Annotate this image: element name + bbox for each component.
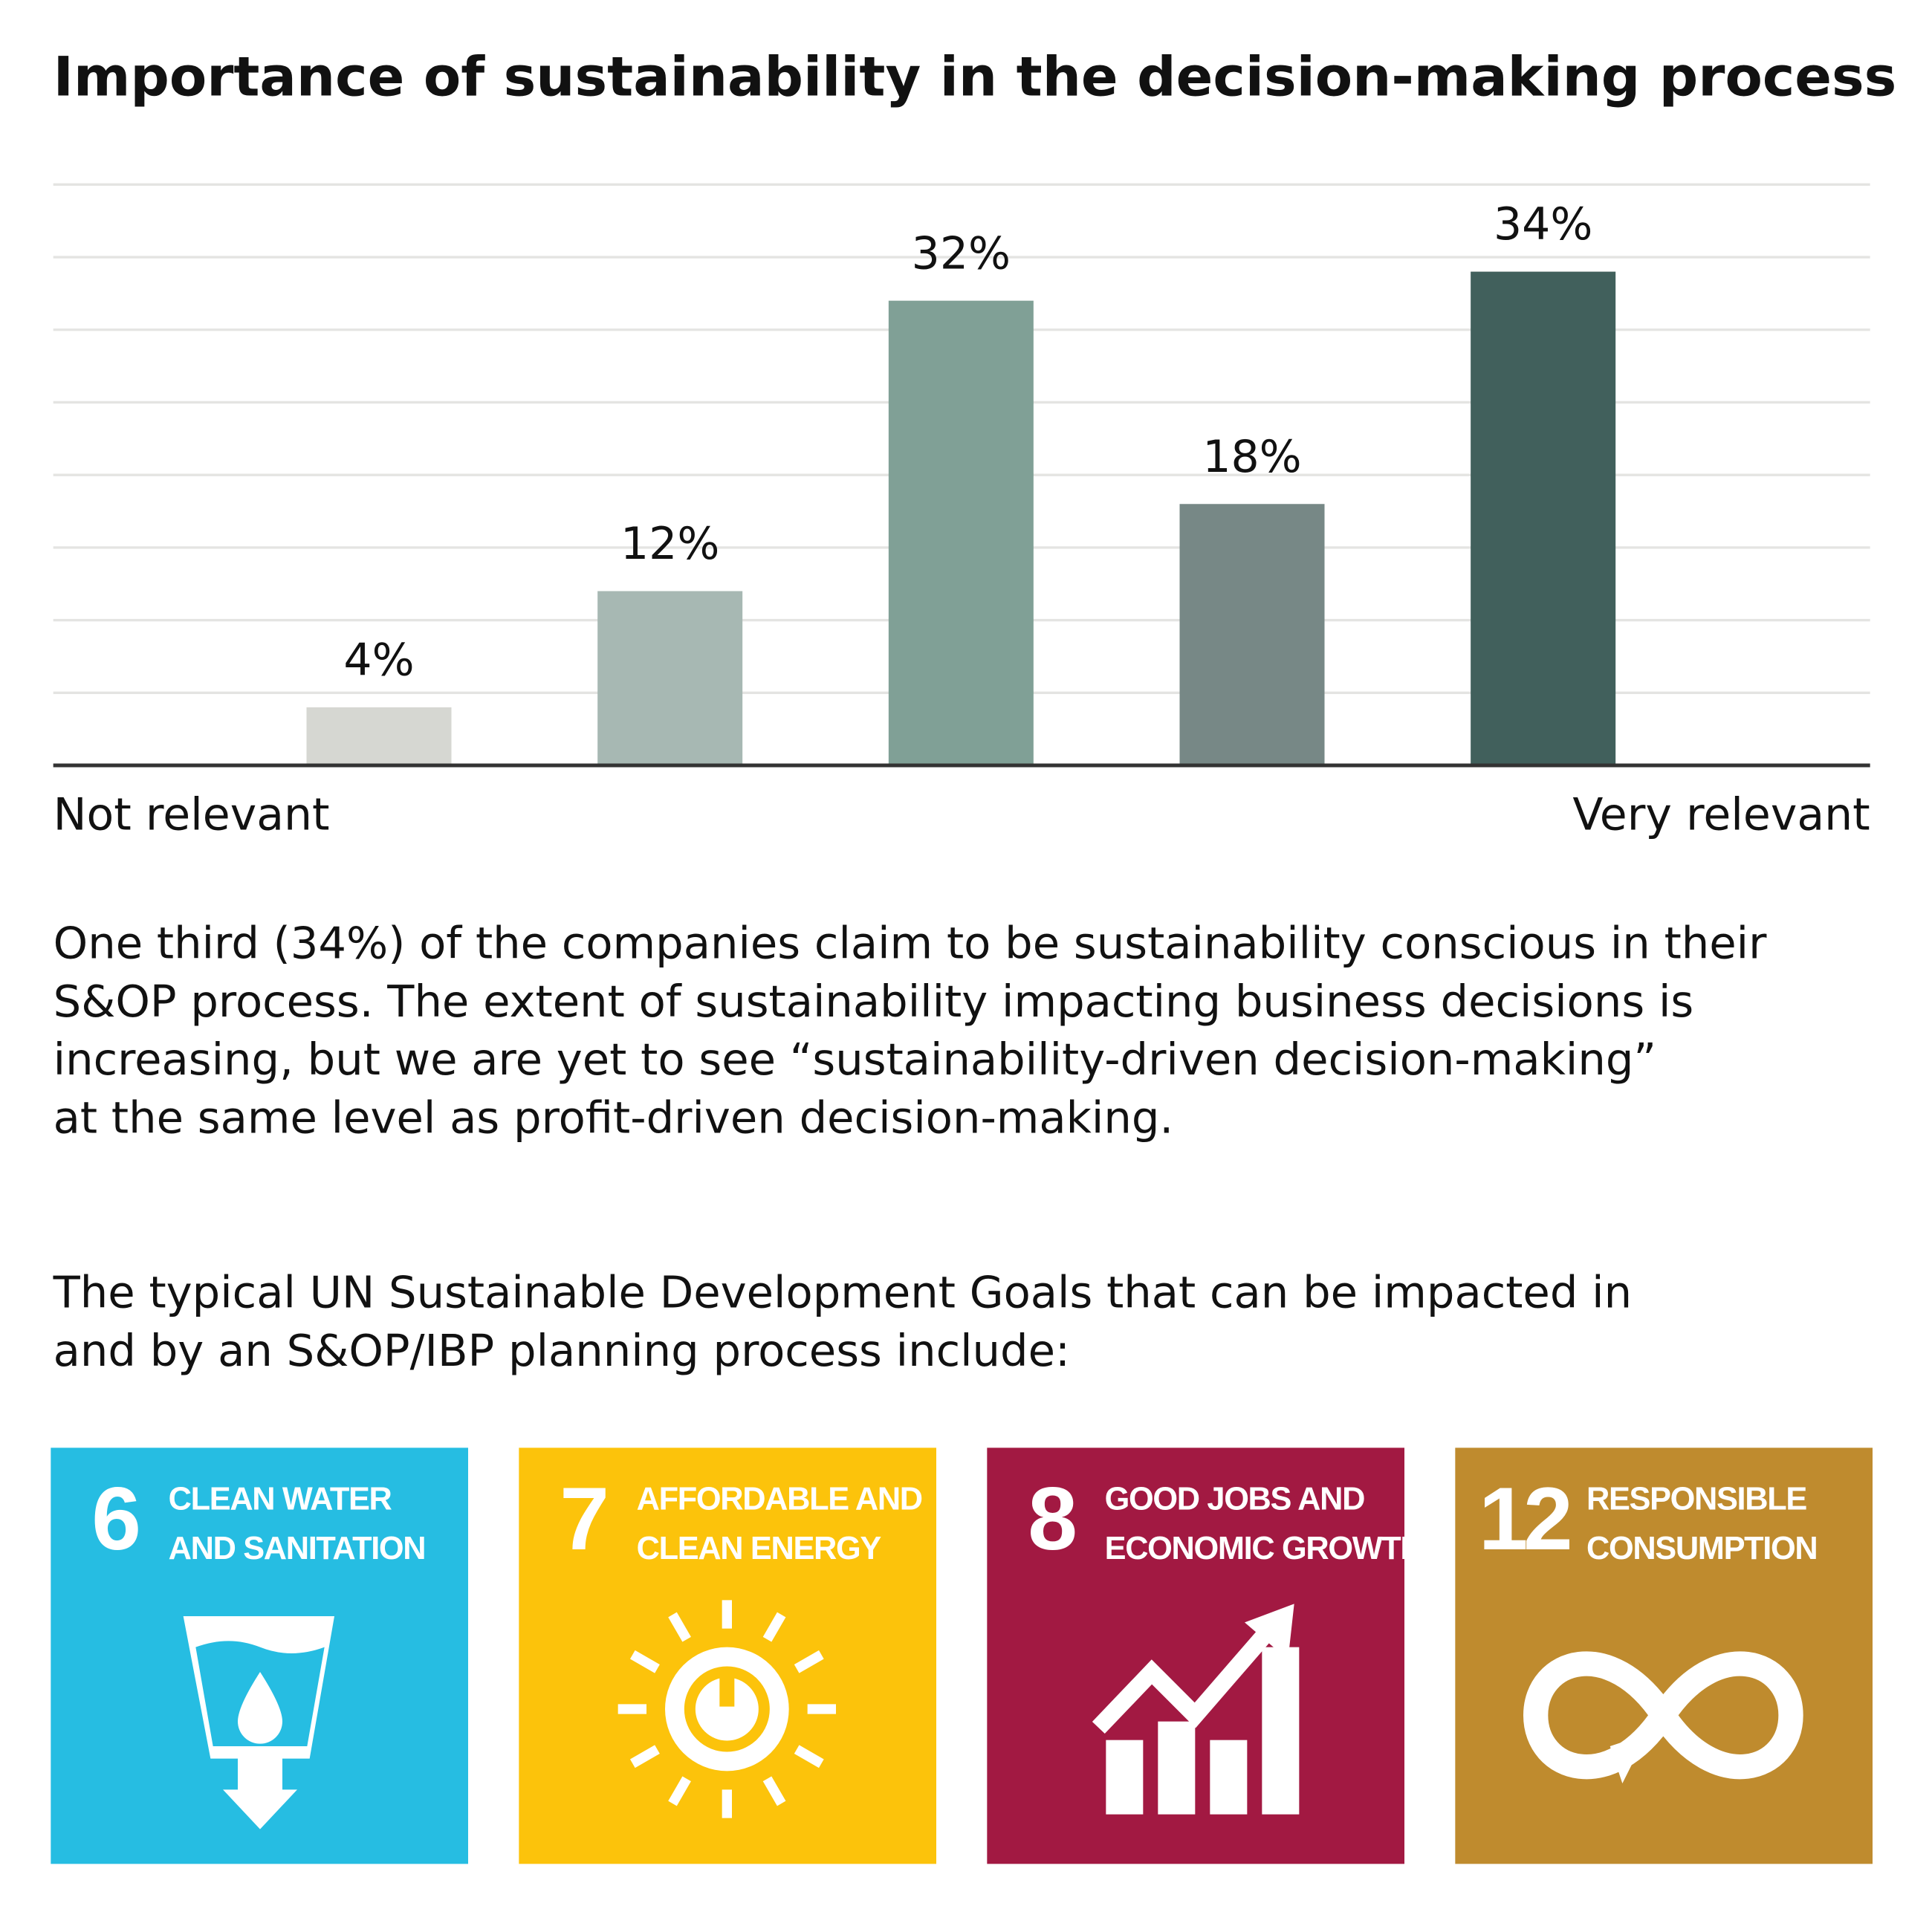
value-label: 12% (620, 518, 719, 570)
icon-shape (794, 1650, 824, 1673)
x-axis-label: Very relevant (1572, 789, 1870, 841)
icon-shape (1523, 1651, 1803, 1780)
goal-label: AFFORDABLE AND (637, 1481, 922, 1517)
icon-shape (668, 1612, 691, 1642)
goal-icon (1523, 1651, 1803, 1783)
value-label: 32% (912, 227, 1011, 279)
paragraph-line: increasing, but we are yet to see “susta… (54, 1034, 1656, 1085)
bar (1471, 271, 1616, 765)
icon-shape (238, 1672, 282, 1744)
goal-tile: 8 GOOD JOBS AND ECONOMIC GROWTH (987, 1448, 1424, 1864)
paragraph-line: S&OP process. The extent of sustainabili… (54, 976, 1694, 1027)
bar (306, 707, 452, 765)
icon-shape (629, 1650, 660, 1673)
icon-shape (617, 1600, 836, 1818)
value-label: 4% (343, 634, 414, 686)
goal-number: 12 (1479, 1469, 1569, 1569)
icon-shape (665, 1647, 789, 1772)
paragraph-line: and by an S&OP/IBP planning process incl… (54, 1325, 1070, 1376)
icon-shape (794, 1745, 824, 1769)
icon-shape (1245, 1604, 1294, 1660)
paragraph-line: One third (34%) of the companies claim t… (54, 917, 1767, 968)
paragraph-line: at the same level as profit-driven decis… (54, 1092, 1174, 1143)
goal-tile: 7 AFFORDABLE AND CLEAN ENERGY (519, 1448, 936, 1864)
goal-number: 8 (1028, 1469, 1075, 1569)
goal-label: CONSUMPTION (1586, 1531, 1817, 1566)
goal-label: GOOD JOBS AND (1105, 1481, 1364, 1517)
chart: 4% 12% 32% 18% 34% Not relevant Very relevant (54, 183, 1870, 841)
goal-label: CLEAN WATER (169, 1481, 392, 1517)
x-axis-label: Not relevant (54, 789, 330, 841)
paragraphs: One third (34%) of the companies claim t… (53, 917, 1767, 1375)
chart-title: Importance of sustainability in the deci… (54, 45, 1897, 108)
goal-icon (183, 1616, 334, 1829)
icon-shape (1610, 1734, 1647, 1783)
goal-label: ECONOMIC GROWTH (1105, 1531, 1423, 1566)
goal-tiles: 6 CLEAN WATER AND SANITATION 7 AFFORDABLE A… (51, 1448, 1873, 1864)
icon-shape (1106, 1647, 1300, 1815)
goal-label: CLEAN ENERGY (637, 1531, 882, 1566)
icon-shape (1210, 1740, 1248, 1815)
goal-label: AND SANITATION (169, 1531, 426, 1566)
goal-tile: 12 RESPONSIBLE CONSUMPTION (1455, 1448, 1873, 1864)
icon-shape (1092, 1616, 1283, 1734)
icon-shape (668, 1776, 691, 1806)
icon-shape (629, 1745, 660, 1769)
icon-shape (762, 1612, 786, 1642)
value-label: 18% (1202, 431, 1301, 483)
goal-tile: 6 CLEAN WATER AND SANITATION (51, 1448, 469, 1864)
goal-icon (1092, 1604, 1300, 1815)
goal-icon (617, 1600, 836, 1818)
tile-background (987, 1448, 1404, 1864)
icon-shape (1158, 1721, 1196, 1815)
icon-shape (1106, 1740, 1144, 1815)
goal-number: 7 (560, 1469, 606, 1569)
icon-shape (1262, 1647, 1300, 1815)
bar (597, 591, 743, 765)
paragraph-line: The typical UN Sustainable Development G… (53, 1266, 1632, 1317)
bar (888, 300, 1034, 765)
goal-label: RESPONSIBLE (1586, 1481, 1806, 1517)
value-label: 34% (1494, 198, 1592, 250)
bar (1179, 504, 1325, 765)
tile-background (1455, 1448, 1873, 1864)
icon-shape (762, 1776, 786, 1806)
goal-number: 6 (91, 1469, 138, 1569)
